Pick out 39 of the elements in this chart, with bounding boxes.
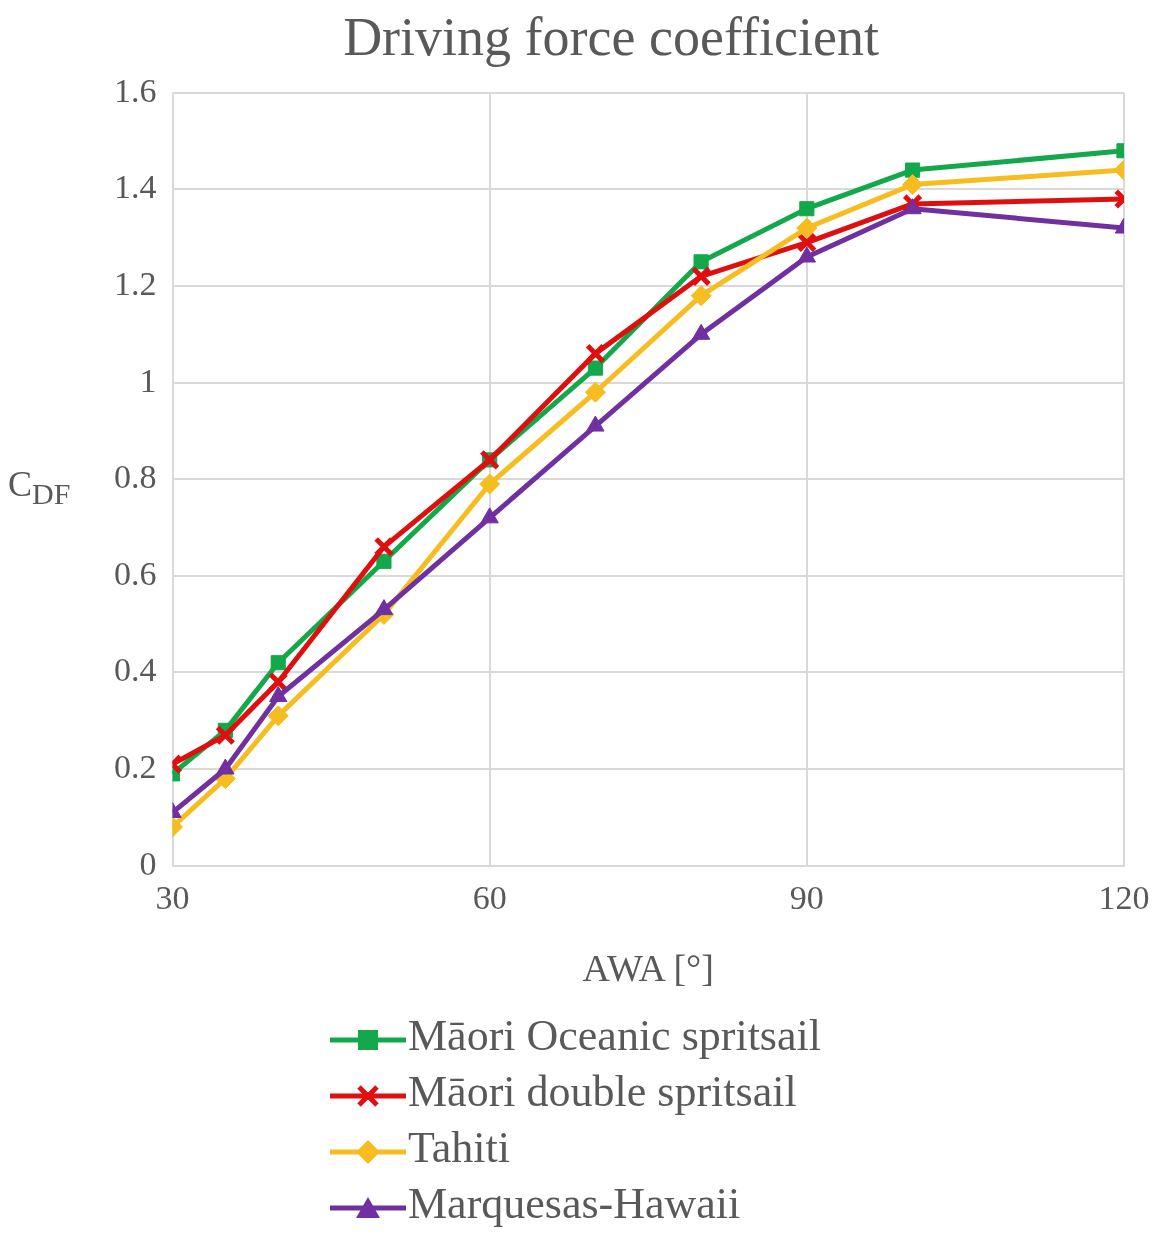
legend-label: Māori Oceanic spritsail [408, 1011, 821, 1060]
point [373, 536, 395, 558]
point [267, 705, 289, 727]
point [270, 655, 286, 671]
y-tick-label: 0.4 [114, 651, 157, 689]
x-tick-label: 60 [472, 878, 507, 916]
y-tick-label: 0 [139, 844, 157, 882]
point [587, 360, 603, 376]
x-tick-label: 120 [1098, 878, 1150, 916]
point [479, 473, 501, 495]
x-tick-label: 90 [789, 878, 824, 916]
point [690, 285, 712, 307]
point [584, 381, 606, 403]
x-tick-label: 30 [155, 878, 190, 916]
point [690, 266, 712, 287]
y-tick-label: 1.4 [114, 168, 157, 206]
point [215, 724, 236, 746]
y-axis-title: C$_{DF}$ [8, 463, 71, 512]
point [269, 686, 288, 703]
point [904, 162, 921, 178]
point [799, 201, 815, 217]
legend-label: Marquesas-Hawaii [408, 1179, 741, 1228]
legend-label: Māori double spritsail [408, 1067, 797, 1116]
x-axis-title: AWA [°] [582, 947, 714, 990]
y-tick-label: 0.2 [114, 747, 157, 785]
point [796, 232, 818, 253]
y-tick-label: 0.8 [114, 458, 157, 496]
y-tick-label: 0.6 [114, 554, 157, 592]
point [374, 599, 394, 616]
point [693, 254, 709, 270]
point [902, 174, 924, 196]
y-tick-label: 1.2 [114, 264, 157, 302]
point [376, 553, 392, 569]
chart-title: Driving force coefficient [343, 6, 879, 67]
point [585, 343, 606, 364]
y-tick-label: 1 [139, 361, 157, 399]
y-tick-label: 1.6 [114, 71, 157, 109]
legend-label: Tahiti [408, 1123, 511, 1172]
point [796, 217, 818, 239]
